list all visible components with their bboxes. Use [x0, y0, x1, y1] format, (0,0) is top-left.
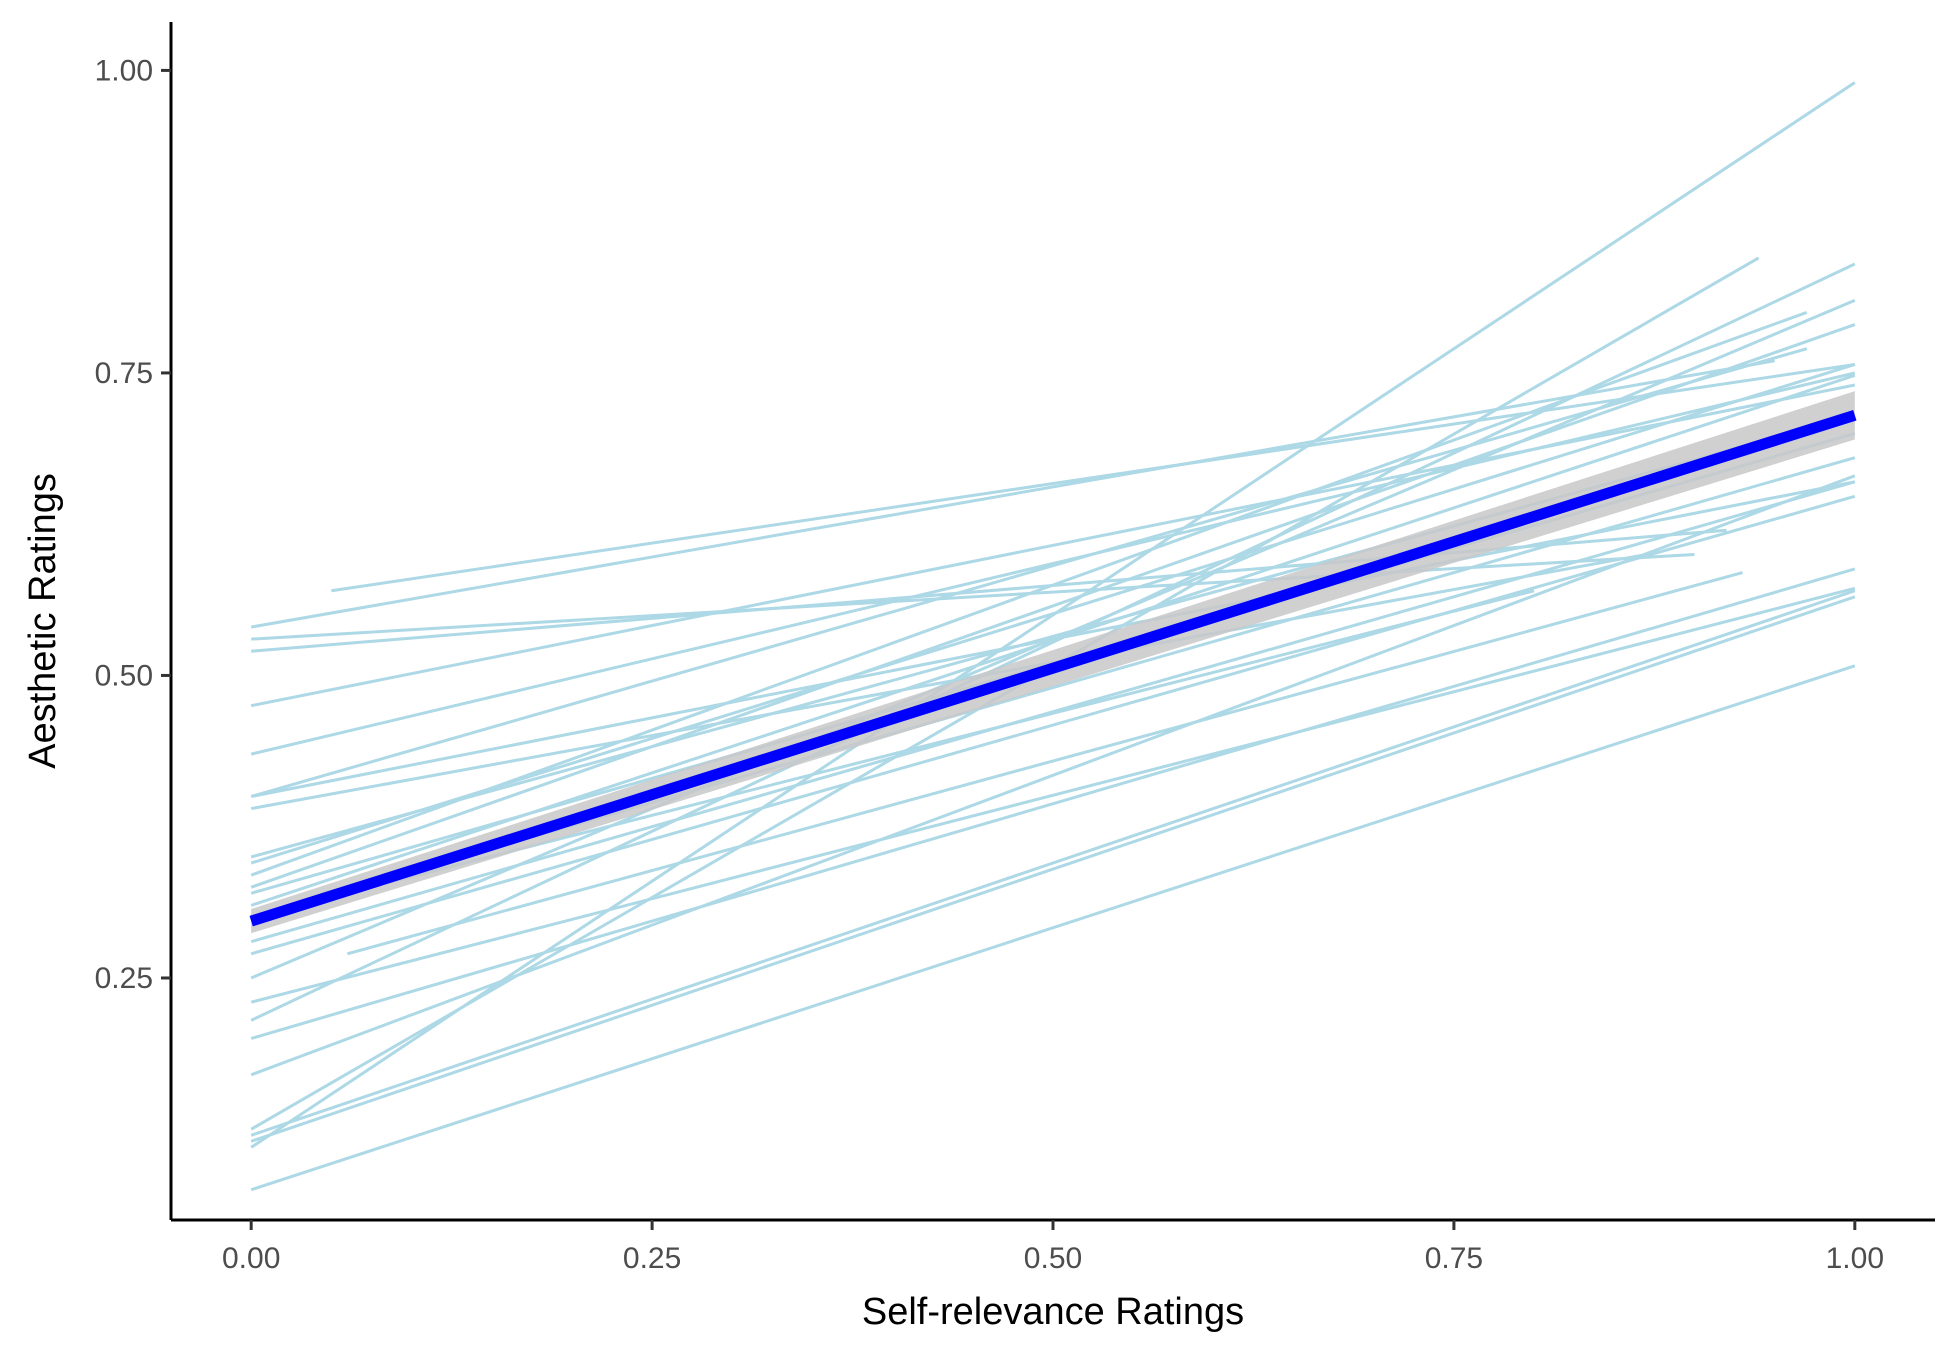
individual-line — [250, 494, 1856, 956]
y-tick-label: 1.00 — [95, 54, 153, 87]
individual-line — [250, 552, 1647, 811]
y-axis-title: Aesthetic Ratings — [22, 473, 64, 769]
individual-line — [250, 567, 1856, 1040]
individual-line — [250, 262, 1856, 1022]
individual-line — [250, 323, 1856, 889]
x-tick-label: 0.25 — [623, 1242, 681, 1275]
individual-line — [250, 363, 1856, 865]
individual-line — [347, 571, 1743, 956]
individual-line — [250, 359, 1775, 629]
y-ticks-group: 0.25 0.50 0.75 1.00 — [95, 54, 171, 995]
fit-group — [249, 391, 1857, 934]
individual-line — [250, 371, 1856, 756]
axes-group — [169, 22, 1935, 1222]
x-axis-title: Self-relevance Ratings — [862, 1291, 1244, 1333]
individual-line — [331, 362, 1856, 593]
y-tick-label: 0.75 — [95, 357, 153, 390]
individual-line — [250, 664, 1856, 1192]
x-tick-label: 1.00 — [1826, 1242, 1884, 1275]
x-ticks-group: 0.00 0.25 0.50 0.75 1.00 — [222, 1220, 1884, 1275]
fit-confidence-band — [251, 391, 1855, 934]
y-tick-label: 0.25 — [95, 962, 153, 995]
individual-line — [250, 383, 1856, 708]
individual-lines-group — [250, 81, 1856, 1192]
x-tick-label: 0.75 — [1425, 1242, 1483, 1275]
individual-line — [250, 586, 1856, 1004]
x-tick-label: 0.00 — [222, 1242, 280, 1275]
individual-line — [250, 347, 1808, 798]
overall-fit-line — [249, 410, 1857, 927]
x-tick-label: 0.50 — [1024, 1242, 1082, 1275]
individual-line — [250, 589, 1856, 1137]
individual-line — [250, 480, 1856, 798]
individual-line — [250, 474, 1856, 1077]
y-tick-label: 0.50 — [95, 659, 153, 692]
individual-line — [251, 552, 1695, 641]
individual-line — [250, 595, 1856, 1143]
